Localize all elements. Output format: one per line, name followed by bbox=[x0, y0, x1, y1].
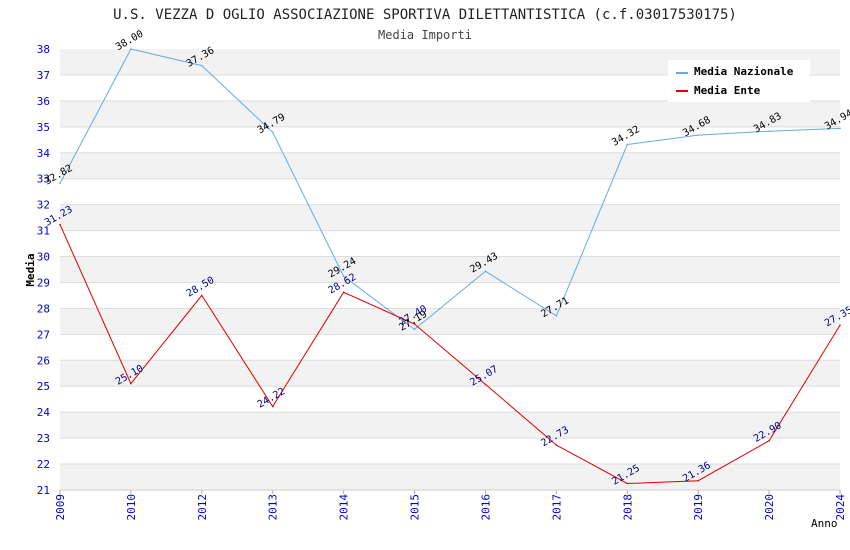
data-point bbox=[626, 143, 629, 146]
legend-label-nazionale: Media Nazionale bbox=[694, 65, 794, 78]
chart-title: U.S. VEZZA D OGLIO ASSOCIAZIONE SPORTIVA… bbox=[113, 7, 737, 23]
grid-band bbox=[60, 204, 840, 231]
grid-band bbox=[60, 230, 840, 257]
y-tick-label: 26 bbox=[37, 354, 50, 367]
y-tick-label: 34 bbox=[37, 147, 51, 160]
grid-band bbox=[60, 256, 840, 283]
grid-band bbox=[60, 464, 840, 490]
y-tick-label: 31 bbox=[37, 225, 50, 238]
data-point bbox=[555, 444, 558, 446]
data-point bbox=[201, 294, 203, 297]
data-point bbox=[271, 131, 274, 134]
x-axis-ticks: 2009 2010 2012 2013 2014 2015 2016 2017 2018 2019… bbox=[54, 490, 847, 521]
y-tick-label: 22 bbox=[37, 458, 50, 471]
grid-band bbox=[60, 438, 840, 465]
data-point bbox=[484, 270, 487, 273]
data-point bbox=[342, 275, 345, 278]
series-group bbox=[59, 48, 841, 485]
legend-label-ente: Media Ente bbox=[694, 84, 761, 97]
y-tick-label: 30 bbox=[37, 251, 50, 264]
grid-band bbox=[60, 282, 840, 309]
y-axis-ticks: 21 22 23 24 25 26 27 28 29 30 31 32 33 34 35 36 37 38 bbox=[37, 43, 51, 497]
x-tick-label: 2010 bbox=[125, 494, 138, 521]
grid-band bbox=[60, 386, 840, 413]
data-point bbox=[626, 482, 629, 485]
x-tick-label: 2020 bbox=[763, 494, 776, 521]
x-tick-label: 2016 bbox=[479, 494, 492, 521]
grid-band bbox=[60, 412, 840, 439]
data-point bbox=[768, 439, 770, 442]
data-point bbox=[768, 130, 770, 133]
grid-band bbox=[60, 178, 840, 205]
data-point bbox=[484, 383, 487, 386]
data-point bbox=[555, 315, 558, 317]
x-tick-label: 2024 bbox=[834, 494, 847, 521]
x-tick-label: 2015 bbox=[409, 494, 422, 521]
y-tick-label: 23 bbox=[37, 432, 50, 445]
series-line-1 bbox=[59, 224, 841, 485]
y-tick-label: 36 bbox=[37, 95, 50, 108]
grid-band bbox=[60, 152, 840, 179]
data-point bbox=[271, 405, 274, 408]
data-point bbox=[59, 182, 61, 185]
grid-bands bbox=[60, 49, 840, 491]
data-point bbox=[697, 134, 699, 136]
y-tick-label: 21 bbox=[37, 484, 50, 497]
data-point bbox=[413, 328, 416, 331]
y-tick-label: 35 bbox=[37, 121, 50, 134]
y-tick-label: 33 bbox=[37, 173, 50, 186]
y-tick-label: 38 bbox=[37, 43, 50, 56]
grid-band bbox=[60, 126, 840, 153]
x-tick-label: 2018 bbox=[621, 494, 634, 521]
x-tick-label: 2019 bbox=[692, 494, 705, 521]
data-point bbox=[839, 127, 841, 130]
y-tick-label: 29 bbox=[37, 276, 50, 289]
legend-background bbox=[668, 60, 810, 102]
data-point bbox=[201, 64, 203, 67]
y-tick-label: 25 bbox=[37, 380, 50, 393]
grid-band bbox=[60, 334, 840, 361]
data-point bbox=[59, 223, 61, 226]
grid-band bbox=[60, 100, 840, 127]
x-tick-label: 2017 bbox=[550, 494, 563, 521]
x-tick-label: 2013 bbox=[267, 494, 280, 521]
y-tick-label: 37 bbox=[37, 69, 50, 82]
y-tick-label: 24 bbox=[37, 406, 51, 419]
series-line-0 bbox=[59, 48, 841, 331]
grid-band bbox=[60, 360, 840, 387]
data-point bbox=[130, 382, 132, 385]
x-axis-label: Anno bbox=[811, 517, 838, 530]
y-tick-label: 27 bbox=[37, 328, 50, 341]
data-point bbox=[130, 48, 132, 50]
x-tick-label: 2012 bbox=[196, 494, 209, 521]
y-tick-label: 28 bbox=[37, 302, 50, 315]
x-tick-label: 2014 bbox=[338, 494, 351, 521]
legend: Media Nazionale Media Ente bbox=[668, 60, 810, 102]
chart-subtitle: Media Importi bbox=[378, 28, 472, 42]
data-point bbox=[342, 291, 345, 294]
grid-band bbox=[60, 308, 840, 335]
data-point bbox=[413, 323, 416, 325]
x-tick-label: 2009 bbox=[54, 494, 67, 521]
y-axis-label: Media bbox=[24, 253, 37, 286]
y-tick-label: 32 bbox=[37, 199, 50, 212]
data-point bbox=[839, 324, 841, 327]
data-point bbox=[697, 479, 699, 482]
